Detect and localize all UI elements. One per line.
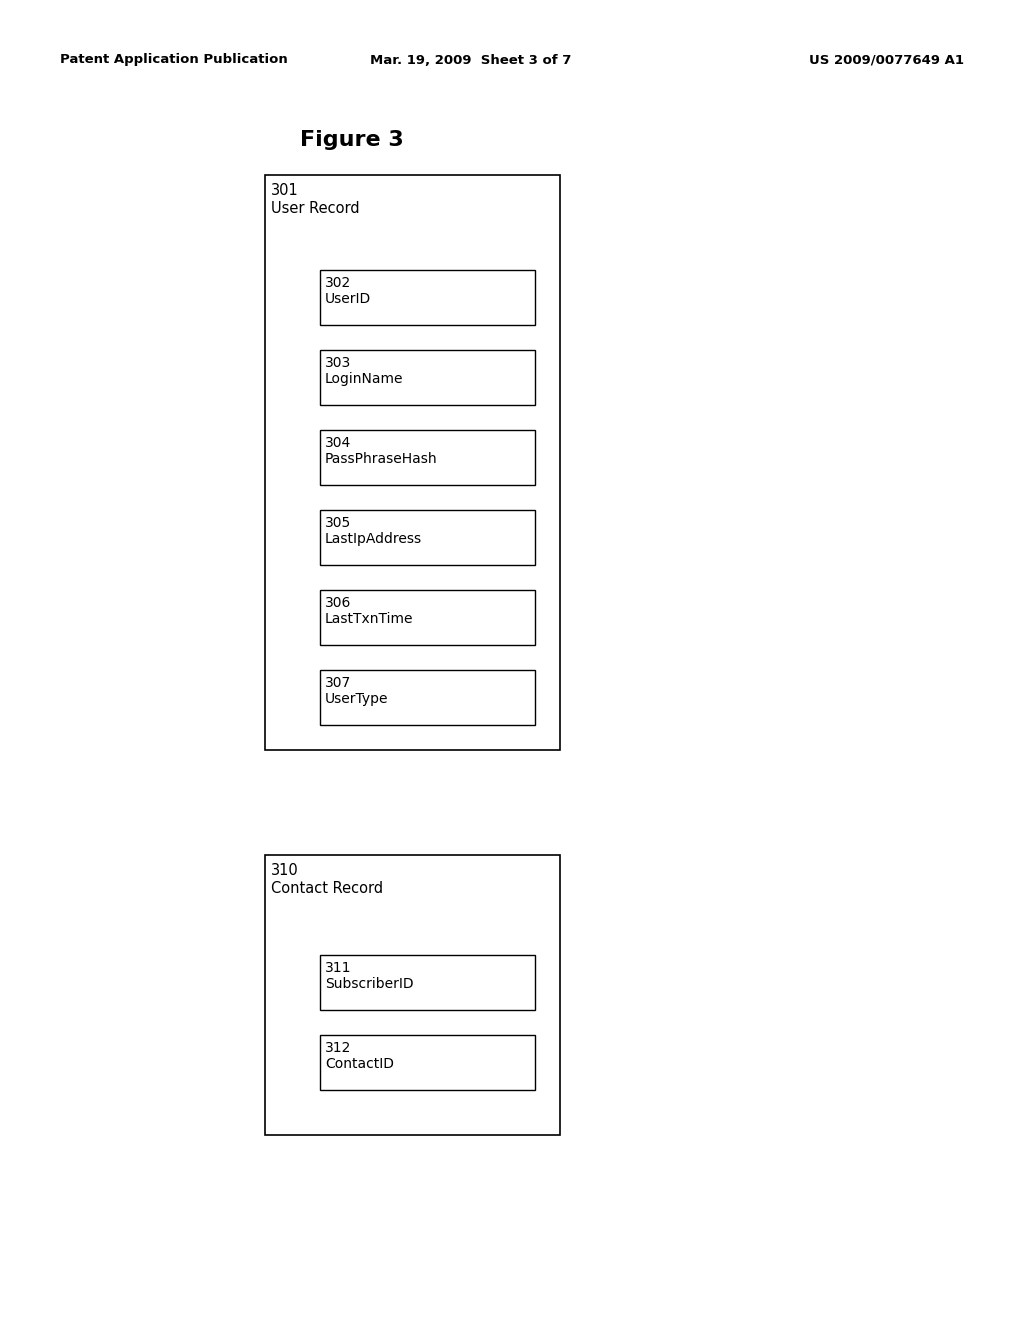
Text: 312: 312	[325, 1041, 351, 1055]
Text: Mar. 19, 2009  Sheet 3 of 7: Mar. 19, 2009 Sheet 3 of 7	[371, 54, 571, 66]
Text: UserType: UserType	[325, 692, 388, 706]
Text: UserID: UserID	[325, 292, 372, 306]
Text: Patent Application Publication: Patent Application Publication	[60, 54, 288, 66]
Bar	[319, 350, 535, 405]
Bar	[319, 430, 535, 484]
Bar	[265, 855, 560, 1135]
Bar	[265, 176, 560, 750]
Text: 310: 310	[271, 863, 299, 878]
Text: Contact Record: Contact Record	[271, 880, 383, 896]
Text: ContactID: ContactID	[325, 1057, 394, 1071]
Text: SubscriberID: SubscriberID	[325, 977, 414, 991]
Text: 306: 306	[325, 597, 351, 610]
Text: User Record: User Record	[271, 201, 359, 216]
Text: PassPhraseHash: PassPhraseHash	[325, 451, 437, 466]
Bar	[319, 1035, 535, 1090]
Text: 301: 301	[271, 183, 299, 198]
Text: 307: 307	[325, 676, 351, 690]
Text: US 2009/0077649 A1: US 2009/0077649 A1	[809, 54, 964, 66]
Text: Figure 3: Figure 3	[300, 129, 403, 150]
Text: LastIpAddress: LastIpAddress	[325, 532, 422, 546]
Text: 303: 303	[325, 356, 351, 370]
Text: 302: 302	[325, 276, 351, 290]
Text: LastTxnTime: LastTxnTime	[325, 612, 414, 626]
Text: 305: 305	[325, 516, 351, 531]
Bar	[319, 954, 535, 1010]
Bar	[319, 271, 535, 325]
Text: LoginName: LoginName	[325, 372, 403, 385]
Text: 311: 311	[325, 961, 351, 975]
Bar	[319, 590, 535, 645]
Text: 304: 304	[325, 436, 351, 450]
Bar	[319, 510, 535, 565]
Bar	[319, 671, 535, 725]
